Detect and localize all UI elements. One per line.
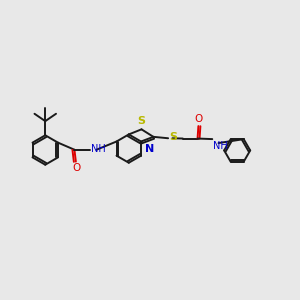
Text: O: O — [72, 163, 80, 173]
Text: S: S — [137, 116, 145, 126]
Text: S: S — [169, 132, 177, 142]
Text: NH: NH — [213, 141, 228, 151]
Text: N: N — [145, 144, 154, 154]
Text: NH: NH — [91, 144, 106, 154]
Text: O: O — [195, 114, 203, 124]
